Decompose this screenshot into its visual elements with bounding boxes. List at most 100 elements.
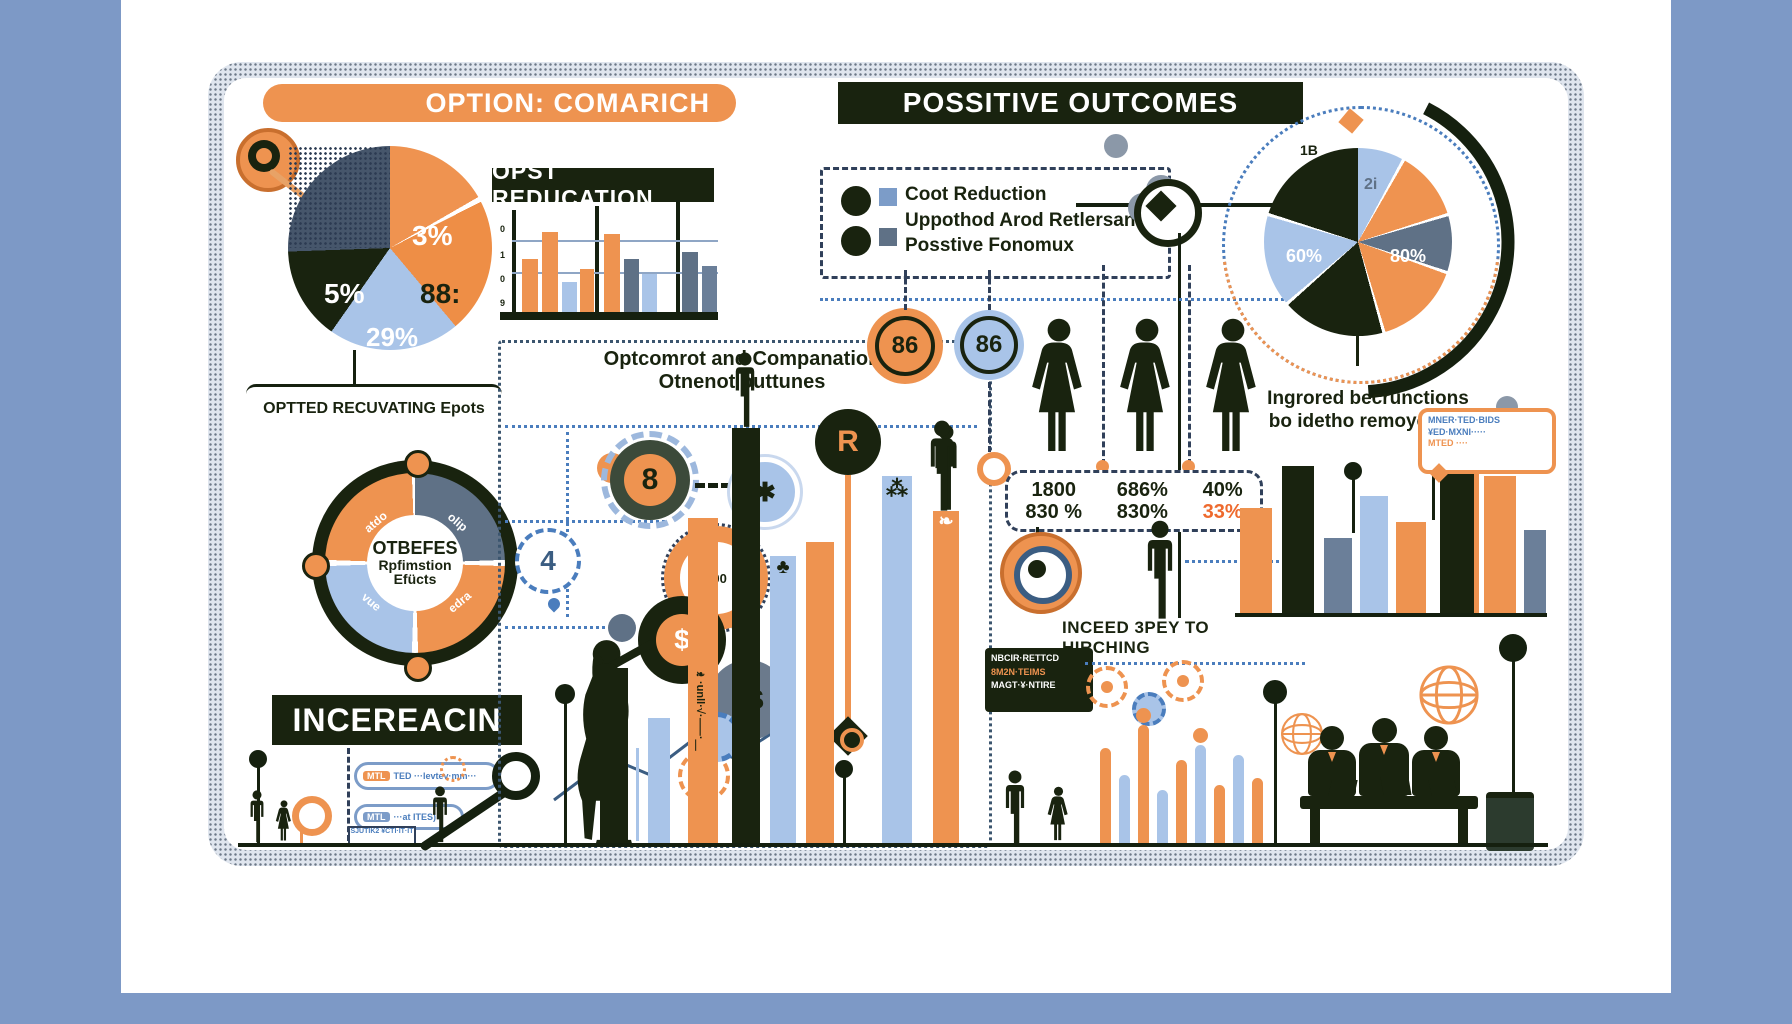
stat-830a: 830 % (1025, 501, 1083, 523)
legend-square-marker (879, 188, 897, 206)
small-person-silhouette (246, 790, 268, 843)
legend-items: Coot Reduction Uppothod Arod Retlersant … (905, 182, 1142, 259)
forest-bar (732, 428, 760, 845)
legend-item-1: Coot Reduction (905, 184, 1047, 205)
meeting-person-tie (1328, 752, 1336, 762)
lamp-pole (1274, 702, 1277, 845)
lamp-head (1499, 634, 1527, 662)
right-pie-stem (1356, 300, 1359, 366)
stat-40: 40% (1202, 479, 1243, 501)
right-pie-label-c: 60% (1286, 246, 1323, 266)
lollipop-dot (1344, 462, 1362, 480)
left-pie-label-a: 3% (412, 220, 453, 251)
man-on-bar-silhouette (728, 352, 762, 428)
mini-bar-chart: 0 1 0 9 (500, 200, 718, 320)
meeting-person-head (1372, 718, 1397, 743)
dotted-guide-top (820, 298, 1290, 301)
legend-item-3: Posstive Fonomux (905, 235, 1074, 257)
right-bar (1324, 538, 1352, 613)
orange-dotted-swirl-icon (440, 756, 466, 782)
badge-86-blue: 86 (954, 310, 1024, 380)
hiring-text: INCEED 3PEY TO HIRCHING (1062, 618, 1210, 657)
stats-col-1: 1800 830 % (1025, 479, 1082, 523)
forest-bar: ⁂ (882, 476, 912, 845)
small-person-silhouette-3 (1000, 770, 1030, 845)
light-blue-marker-line (636, 748, 639, 841)
lollipop-stick (564, 700, 567, 845)
r-badge-stem (845, 475, 851, 725)
scene-baseline (238, 843, 1548, 847)
thin-bar (1195, 745, 1206, 845)
bubble-line-2: ¥ED·MXNI····· (1428, 426, 1486, 437)
right-pie-caption-line2: bo idetho remoyolngs (1268, 410, 1468, 432)
forest-bar-orange-text: ❧·unll·√·⸺·⸏ (688, 518, 718, 845)
pie-black-arc (1201, 85, 1515, 399)
stats-box: 1800 830 % 686% 830% 40% 33% (1005, 470, 1263, 532)
lollipop-dot (835, 760, 853, 778)
mini-chart-baseline (500, 312, 718, 320)
right-bar (1360, 496, 1388, 613)
mini-bar (642, 274, 657, 314)
meeting-person-head (1424, 726, 1448, 750)
mini-chart-tick-2: 1 (500, 250, 506, 260)
dotted-guide-h1 (505, 425, 977, 428)
forest-bar-vertical-text: ❧·unll·√·⸺·⸏ (694, 668, 706, 751)
mini-chart-divider-1 (595, 206, 599, 314)
mini-chart-divider-2 (676, 200, 680, 314)
right-bar (1282, 466, 1314, 613)
laptop (1428, 780, 1458, 796)
lollipop-dot (249, 750, 267, 768)
legend-circle-marker (841, 226, 871, 256)
right-pie-label-b: 80% (1390, 246, 1427, 266)
mini-chart-tick-1: 0 (500, 224, 506, 234)
stat-1800: 1800 (1031, 479, 1076, 501)
mini-bar (624, 259, 639, 314)
right-pie-caption: Ingrored becrunctions bo idetho remoyoln… (1248, 388, 1488, 434)
spark-center-dot (1101, 681, 1113, 693)
donut-center-line1: OTBEFES (372, 537, 458, 558)
stat-830b: 830% (1116, 501, 1168, 523)
forest-bar: ♣ (770, 556, 796, 845)
timeline-pill-2-text: ···at ITES) (393, 812, 437, 822)
forest-bar (648, 718, 670, 845)
thin-bar (1138, 725, 1149, 845)
badge-86-orange: 86 (867, 308, 943, 384)
dotted-guide-h3 (505, 626, 605, 629)
lollipop-stick (843, 775, 846, 845)
mini-chart-y-axis (512, 210, 516, 314)
mini-chart-tick-4: 9 (500, 298, 506, 308)
figure-divider-dashed (1188, 265, 1191, 465)
laptop (1328, 780, 1358, 796)
right-bar (1240, 508, 1272, 613)
forest-bar: ❧ (933, 511, 959, 845)
right-bar-accented (1440, 458, 1479, 613)
female-figure-1 (1028, 316, 1090, 464)
header-left-banner: OPTION: COMARICH (263, 84, 736, 122)
opst-reducation-banner: OPST REDUCATION (492, 158, 714, 211)
dark-box-line-3: MAGT·¥·NTIRE (991, 680, 1056, 690)
increacin-banner: INCEREACIN (272, 695, 522, 745)
forest-bar (806, 542, 834, 845)
right-bar (1396, 522, 1426, 613)
legend-box: Coot Reduction Uppothod Arod Retlersant … (820, 167, 1171, 279)
spark-center-dot (1177, 675, 1189, 687)
lamp-head (1263, 680, 1287, 704)
stats-col-3: 40% 33% (1203, 479, 1243, 523)
dark-note-box: NBCIR·RETTCD 8M2N·TEIMS MAGT·¥·NTIRE (985, 648, 1093, 712)
stat-686: 686% (1116, 479, 1168, 501)
star-4-badge: 4 (515, 528, 581, 594)
speech-bubble: MNER·TED·BIDS ¥ED·MXNI····· MTED ···· (1418, 408, 1556, 474)
gray-node-dot (608, 614, 636, 642)
legend-item-2: Uppothod Arod Retlersant (905, 209, 1142, 231)
header-right-banner: POSSITIVE OUTCOMES (838, 82, 1303, 124)
stats-col-2: 686% 830% (1117, 479, 1168, 523)
dotted-pie-wedge (288, 146, 390, 248)
lamp-pole (1512, 660, 1515, 845)
lightbulb-spark-icon (1162, 660, 1204, 702)
gray-dot-topright (1104, 134, 1128, 158)
bar-glyph: ❧ (938, 511, 954, 531)
mini-bar (604, 234, 620, 314)
desk-leg (1458, 809, 1468, 845)
desk-leg (1310, 809, 1320, 845)
mini-bar (562, 282, 577, 314)
